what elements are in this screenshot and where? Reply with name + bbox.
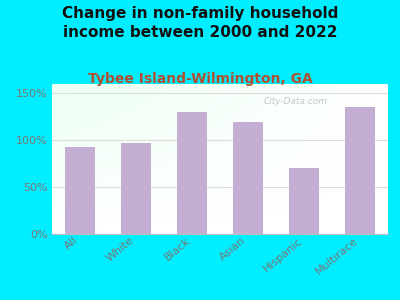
Text: City-Data.com: City-Data.com: [264, 98, 328, 106]
Text: Tybee Island-Wilmington, GA: Tybee Island-Wilmington, GA: [88, 72, 312, 86]
Bar: [177, 112, 208, 234]
Text: Change in non-family household
income between 2000 and 2022: Change in non-family household income be…: [62, 6, 338, 40]
Bar: [121, 143, 151, 234]
Bar: [289, 168, 320, 234]
Bar: [344, 106, 375, 234]
Bar: [233, 122, 264, 234]
Bar: [64, 147, 96, 234]
